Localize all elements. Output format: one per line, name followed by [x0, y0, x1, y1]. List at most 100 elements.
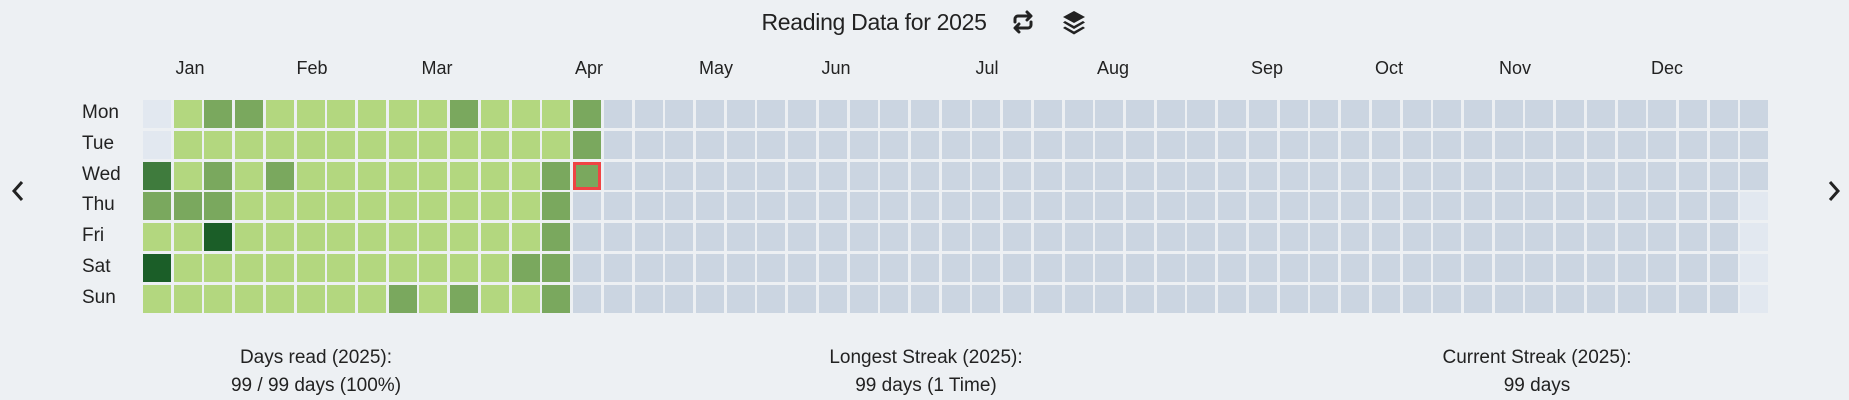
future-day-cell[interactable]	[757, 192, 786, 221]
future-day-cell[interactable]	[1095, 223, 1124, 252]
future-day-cell[interactable]	[818, 161, 847, 190]
future-day-cell[interactable]	[1463, 161, 1492, 190]
read-day-cell[interactable]	[173, 130, 202, 159]
future-day-cell[interactable]	[1279, 192, 1308, 221]
future-day-cell[interactable]	[849, 284, 878, 313]
future-day-cell[interactable]	[1402, 192, 1431, 221]
future-day-cell[interactable]	[1679, 192, 1707, 221]
future-day-cell[interactable]	[757, 100, 786, 128]
read-day-cell[interactable]	[480, 161, 509, 190]
future-day-cell[interactable]	[1003, 254, 1032, 282]
read-day-cell[interactable]	[143, 192, 171, 221]
read-day-cell[interactable]	[143, 254, 171, 282]
future-day-cell[interactable]	[1525, 100, 1554, 128]
future-day-cell[interactable]	[1740, 130, 1769, 159]
future-day-cell[interactable]	[1187, 192, 1216, 221]
future-day-cell[interactable]	[1402, 100, 1431, 128]
read-day-cell[interactable]	[358, 284, 387, 313]
future-day-cell[interactable]	[1310, 254, 1339, 282]
future-day-cell[interactable]	[1341, 161, 1370, 190]
read-day-cell[interactable]	[419, 254, 448, 282]
future-day-cell[interactable]	[1740, 161, 1769, 190]
future-day-cell[interactable]	[818, 130, 847, 159]
future-day-cell[interactable]	[1433, 284, 1462, 313]
future-day-cell[interactable]	[603, 130, 632, 159]
read-day-cell[interactable]	[480, 284, 509, 313]
future-day-cell[interactable]	[1248, 161, 1277, 190]
future-day-cell[interactable]	[1648, 284, 1677, 313]
read-day-cell[interactable]	[480, 254, 509, 282]
future-day-cell[interactable]	[1494, 130, 1523, 159]
read-day-cell[interactable]	[296, 284, 325, 313]
future-day-cell[interactable]	[911, 130, 939, 159]
empty-cell[interactable]	[143, 130, 171, 159]
future-day-cell[interactable]	[634, 254, 663, 282]
future-day-cell[interactable]	[726, 100, 755, 128]
read-day-cell[interactable]	[143, 284, 171, 313]
read-day-cell[interactable]	[173, 223, 202, 252]
future-day-cell[interactable]	[1402, 130, 1431, 159]
future-day-cell[interactable]	[941, 223, 970, 252]
next-year-button[interactable]	[1822, 176, 1846, 206]
future-day-cell[interactable]	[1556, 100, 1585, 128]
future-day-cell[interactable]	[1033, 192, 1062, 221]
read-day-cell[interactable]	[480, 192, 509, 221]
read-day-cell[interactable]	[204, 223, 233, 252]
future-day-cell[interactable]	[1248, 223, 1277, 252]
future-day-cell[interactable]	[1126, 223, 1155, 252]
future-day-cell[interactable]	[1709, 100, 1738, 128]
read-day-cell[interactable]	[388, 284, 417, 313]
future-day-cell[interactable]	[1064, 254, 1093, 282]
future-day-cell[interactable]	[788, 223, 817, 252]
future-day-cell[interactable]	[941, 284, 970, 313]
future-day-cell[interactable]	[1341, 254, 1370, 282]
read-day-cell[interactable]	[450, 284, 479, 313]
future-day-cell[interactable]	[695, 161, 724, 190]
future-day-cell[interactable]	[1156, 161, 1185, 190]
future-day-cell[interactable]	[1402, 223, 1431, 252]
read-day-cell[interactable]	[173, 284, 202, 313]
future-day-cell[interactable]	[726, 254, 755, 282]
future-day-cell[interactable]	[1556, 284, 1585, 313]
future-day-cell[interactable]	[573, 192, 602, 221]
future-day-cell[interactable]	[1617, 130, 1646, 159]
future-day-cell[interactable]	[665, 192, 694, 221]
future-day-cell[interactable]	[972, 284, 1001, 313]
empty-cell[interactable]	[1740, 284, 1769, 313]
future-day-cell[interactable]	[695, 100, 724, 128]
read-day-cell[interactable]	[265, 130, 294, 159]
future-day-cell[interactable]	[1463, 100, 1492, 128]
future-day-cell[interactable]	[1064, 192, 1093, 221]
future-day-cell[interactable]	[788, 192, 817, 221]
future-day-cell[interactable]	[1494, 254, 1523, 282]
future-day-cell[interactable]	[849, 100, 878, 128]
future-day-cell[interactable]	[573, 254, 602, 282]
future-day-cell[interactable]	[1586, 192, 1615, 221]
future-day-cell[interactable]	[1433, 100, 1462, 128]
future-day-cell[interactable]	[1218, 223, 1247, 252]
future-day-cell[interactable]	[911, 100, 939, 128]
read-day-cell[interactable]	[450, 130, 479, 159]
future-day-cell[interactable]	[1156, 254, 1185, 282]
future-day-cell[interactable]	[1218, 161, 1247, 190]
future-day-cell[interactable]	[1463, 284, 1492, 313]
future-day-cell[interactable]	[1341, 223, 1370, 252]
future-day-cell[interactable]	[1433, 223, 1462, 252]
future-day-cell[interactable]	[1525, 192, 1554, 221]
future-day-cell[interactable]	[972, 254, 1001, 282]
future-day-cell[interactable]	[1371, 100, 1400, 128]
future-day-cell[interactable]	[1310, 100, 1339, 128]
future-day-cell[interactable]	[1402, 254, 1431, 282]
read-day-cell[interactable]	[450, 254, 479, 282]
future-day-cell[interactable]	[1279, 223, 1308, 252]
future-day-cell[interactable]	[941, 100, 970, 128]
read-day-cell[interactable]	[296, 161, 325, 190]
read-day-cell[interactable]	[327, 284, 356, 313]
future-day-cell[interactable]	[1248, 130, 1277, 159]
future-day-cell[interactable]	[818, 100, 847, 128]
future-day-cell[interactable]	[1156, 130, 1185, 159]
read-day-cell[interactable]	[327, 161, 356, 190]
future-day-cell[interactable]	[1218, 130, 1247, 159]
future-day-cell[interactable]	[573, 223, 602, 252]
future-day-cell[interactable]	[1341, 284, 1370, 313]
